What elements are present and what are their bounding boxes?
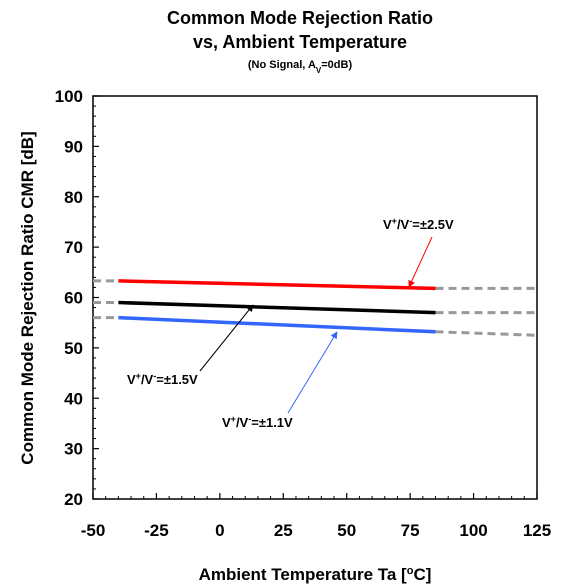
series-label-arrow — [287, 331, 338, 414]
x-axis-ticks: -50 -25 0 25 50 75 100 125 — [81, 493, 551, 540]
x-tick-label: 50 — [337, 521, 356, 540]
series-label-2: V+/V-=±1.1V — [222, 414, 293, 430]
series-extrapolation-right — [435, 330, 538, 337]
series-label-arrow — [408, 236, 433, 288]
x-axis-label: Ambient Temperature Ta [oC] — [199, 565, 432, 584]
plot-frame — [92, 95, 538, 500]
annotations-layer: V+/V-=±2.5V V+/V-=±1.5V V+/V-=±1.1V — [127, 216, 454, 430]
series-line-2 — [118, 315, 436, 334]
x-tick-label: -25 — [144, 521, 169, 540]
chart-title-line1: Common Mode Rejection Ratio — [167, 8, 433, 28]
series-label-1: V+/V-=±1.5V — [127, 371, 198, 387]
chart-title-line2: vs, Ambient Temperature — [193, 32, 407, 52]
y-tick-label: 40 — [64, 389, 83, 408]
x-tick-label: 125 — [523, 521, 551, 540]
series-line-0 — [118, 279, 436, 291]
x-tick-label: 100 — [459, 521, 487, 540]
series-line-1 — [118, 300, 436, 315]
x-tick-label: 0 — [215, 521, 224, 540]
y-tick-label: 80 — [64, 188, 83, 207]
series-label-arrow — [199, 304, 254, 372]
y-tick-label: 30 — [64, 440, 83, 459]
x-tick-label: 75 — [401, 521, 420, 540]
y-tick-label: 90 — [64, 137, 83, 156]
x-tick-label: -50 — [81, 521, 106, 540]
x-tick-label: 25 — [274, 521, 293, 540]
y-tick-label: 60 — [64, 289, 83, 308]
y-tick-label: 20 — [64, 490, 83, 509]
y-tick-label: 100 — [55, 87, 83, 106]
series-label-0: V+/V-=±2.5V — [383, 216, 454, 232]
y-axis-label: Common Mode Rejection Ratio CMR [dB] — [18, 131, 37, 464]
y-tick-label: 70 — [64, 238, 83, 257]
chart-subtitle: (No Signal, AV=0dB) — [248, 59, 353, 75]
y-axis-ticks: 20 30 40 50 60 70 80 90 100 — [55, 87, 99, 509]
series-layer — [93, 279, 538, 337]
y-tick-label: 50 — [64, 339, 83, 358]
